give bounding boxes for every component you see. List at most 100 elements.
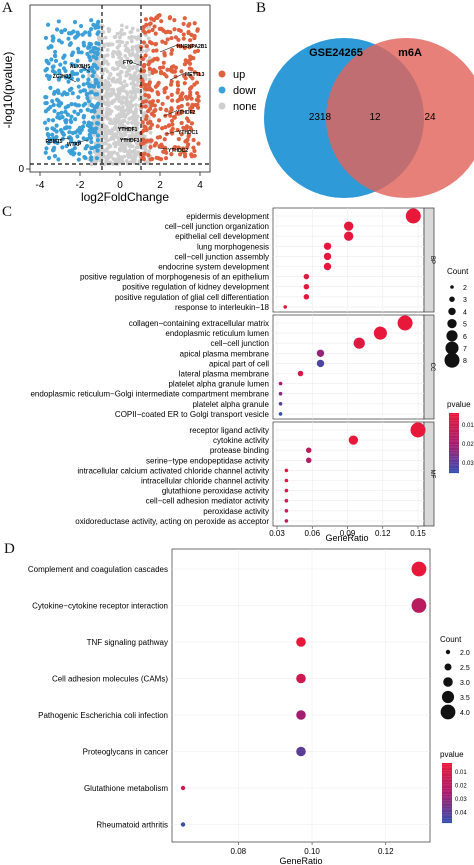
go-dot	[284, 509, 289, 513]
volcano-point	[156, 118, 162, 123]
volcano-point	[154, 48, 159, 53]
volcano-point	[151, 113, 157, 118]
volcano-point	[162, 50, 167, 56]
volcano-point	[80, 32, 85, 37]
volcano-point	[51, 102, 56, 108]
go-pvalue-legend: 0.01 0.02 0.03	[449, 413, 474, 474]
volcano-point	[172, 115, 177, 120]
volcano-point	[134, 116, 138, 121]
volcano-point	[66, 79, 71, 84]
volcano-point	[162, 86, 167, 92]
volcano-point	[75, 77, 81, 82]
volcano-point	[184, 116, 190, 121]
volcano-point	[72, 109, 77, 114]
volcano-point	[107, 107, 112, 112]
volcano-point	[94, 92, 100, 97]
volcano-point	[112, 35, 117, 39]
volcano-point	[148, 130, 153, 135]
volcano-point	[92, 109, 97, 114]
volcano-point	[115, 31, 120, 36]
volcano-point	[87, 128, 92, 133]
volcano-point	[148, 157, 153, 162]
volcano-point	[105, 116, 110, 121]
volcano-point	[110, 42, 115, 47]
volcano-point	[168, 82, 174, 87]
volcano-legend-swatch	[218, 86, 226, 94]
volcano-point	[169, 106, 174, 111]
go-dot	[305, 447, 312, 453]
volcano-point	[196, 94, 201, 99]
panel-label-b: B	[256, 0, 267, 16]
volcano-point	[70, 50, 76, 55]
volcano-point	[109, 118, 113, 122]
go-dot	[353, 337, 365, 349]
volcano-point	[76, 46, 81, 51]
volcano-point	[182, 62, 187, 67]
volcano-point	[119, 158, 123, 162]
volcano-point	[165, 67, 170, 72]
kegg-term-label: Glutathione metabolism	[84, 784, 168, 793]
volcano-point	[143, 92, 148, 98]
volcano-point	[80, 74, 86, 79]
volcano-point	[103, 93, 108, 98]
volcano-point	[115, 66, 120, 71]
volcano-point	[88, 49, 94, 54]
go-dot	[284, 519, 289, 523]
volcano-point	[132, 87, 137, 91]
volcano-point	[132, 77, 137, 82]
volcano-gene-connector	[165, 130, 179, 135]
volcano-point	[82, 67, 87, 72]
volcano-point	[149, 122, 155, 127]
volcano-point	[110, 121, 115, 126]
volcano-point	[61, 55, 66, 60]
volcano-point	[87, 73, 92, 78]
volcano-point	[95, 143, 100, 148]
volcano-point	[155, 124, 160, 129]
volcano-point	[128, 160, 133, 165]
volcano-point	[43, 101, 48, 106]
volcano-point	[125, 149, 130, 154]
volcano-point	[47, 74, 52, 79]
volcano-point	[186, 23, 191, 28]
volcano-point	[133, 151, 138, 156]
volcano-point	[52, 70, 58, 75]
go-dot	[303, 273, 310, 280]
volcano-point	[67, 149, 72, 154]
volcano-point	[142, 151, 147, 156]
volcano-point	[163, 156, 169, 161]
volcano-point	[187, 86, 193, 91]
volcano-point	[69, 114, 74, 119]
venn-left-count: 2318	[309, 112, 332, 123]
volcano-point	[88, 58, 93, 63]
volcano-point	[93, 130, 98, 135]
volcano-point	[69, 86, 74, 91]
volcano-point	[44, 126, 50, 131]
volcano-point	[157, 13, 162, 18]
volcano-point	[116, 139, 121, 144]
volcano-point	[137, 162, 142, 166]
volcano-point	[124, 70, 129, 75]
go-count-legend-label: 4	[463, 309, 467, 316]
volcano-point	[124, 159, 129, 163]
volcano-point	[140, 154, 145, 160]
volcano-point	[75, 33, 80, 38]
go-dot	[284, 468, 289, 473]
volcano-point	[119, 70, 124, 74]
go-term-label: apical part of cell	[209, 359, 269, 368]
volcano-x-tick-label: 4	[197, 180, 203, 191]
go-term-label: endoplasmic reticulum−Golgi intermediate…	[30, 390, 269, 399]
volcano-point	[79, 50, 84, 55]
volcano-point	[105, 97, 110, 102]
volcano-point	[95, 50, 100, 56]
volcano-legend-label: up	[233, 69, 245, 81]
volcano-point	[176, 37, 181, 42]
volcano-point	[116, 89, 121, 94]
volcano-point	[169, 92, 174, 97]
volcano-point	[103, 140, 107, 145]
volcano-point	[52, 154, 58, 159]
go-dot	[316, 349, 325, 357]
volcano-point	[46, 133, 51, 138]
go-term-label: cytokine activity	[213, 436, 269, 445]
volcano-point	[88, 90, 93, 95]
volcano-point	[190, 76, 195, 81]
